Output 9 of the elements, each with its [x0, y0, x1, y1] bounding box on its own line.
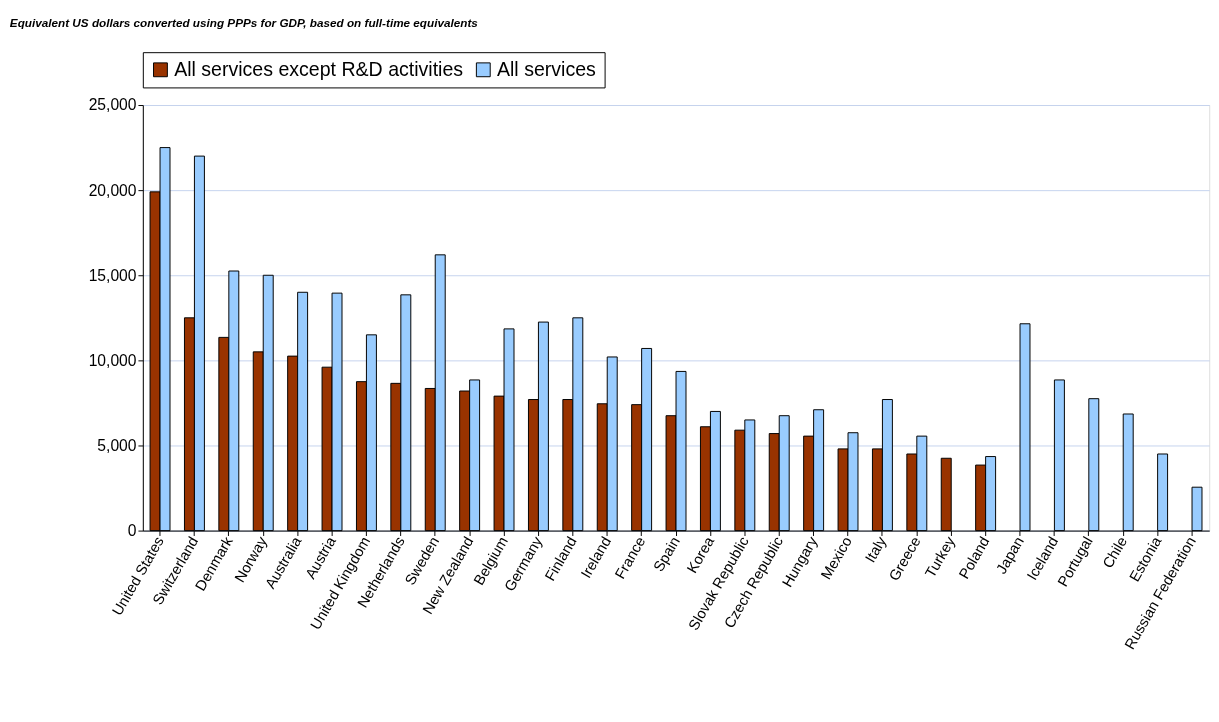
y-tick-label: 10,000	[88, 351, 137, 369]
chart-subtitle: Equivalent US dollars converted using PPPs for GDP, based on full-time equivalents	[9, 16, 479, 30]
y-tick-label: 20,000	[88, 181, 137, 199]
y-tick-label: 25,000	[88, 96, 137, 114]
y-tick-label: 0	[127, 521, 137, 539]
y-tick-label: 5,000	[97, 436, 137, 454]
legend-label: All services except R&D activities	[174, 57, 464, 80]
legend-label: All services	[496, 57, 597, 80]
y-tick-label: 15,000	[88, 266, 137, 284]
